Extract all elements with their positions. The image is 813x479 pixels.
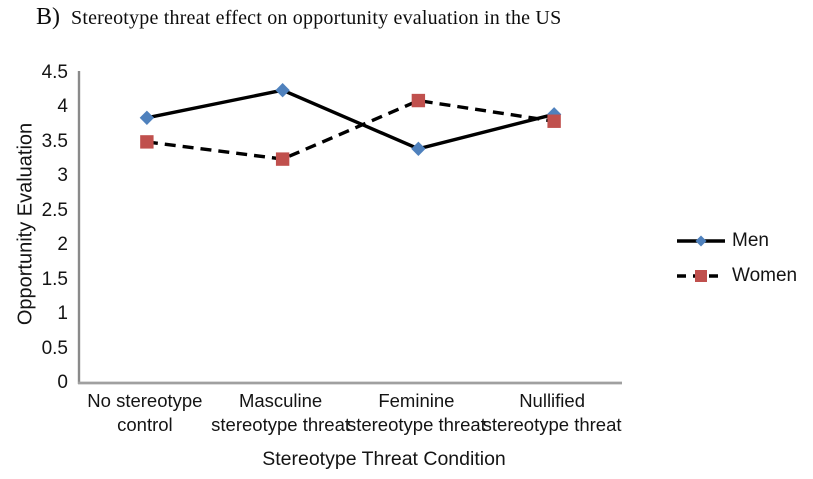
y-tick-label: 4 [57, 96, 68, 118]
y-axis-tick-labels: 0 0.5 1 1.5 2 2.5 3 3.5 4 4.5 [0, 0, 68, 479]
legend: Men Women [676, 227, 797, 297]
y-tick-label: 2.5 [41, 199, 68, 221]
y-tick-label: 2 [57, 234, 68, 256]
y-tick-label: 0 [57, 372, 68, 393]
y-tick-label: 3.5 [41, 130, 68, 152]
legend-key-dashed-line [677, 270, 725, 282]
legend-label: Men [732, 230, 769, 251]
square-marker-women [411, 93, 426, 108]
y-tick-label: 3 [57, 165, 68, 187]
diamond-marker-men [139, 110, 155, 125]
diamond-icon [695, 235, 707, 247]
diamond-marker-men [411, 141, 426, 156]
y-tick-label: 4.5 [41, 62, 68, 83]
diamond-marker-men [275, 83, 290, 98]
legend-label: Women [732, 265, 798, 286]
x-category-label: Masculine stereotype threat [211, 390, 351, 435]
legend-item-men: Men [676, 227, 797, 255]
y-tick-label: 1.5 [41, 268, 68, 290]
legend-item-women: Women [676, 262, 797, 290]
square-icon [695, 270, 707, 282]
legend-key-solid-line [677, 235, 725, 247]
series-line-men [146, 88, 555, 151]
figure-title: B) Stereotype threat effect on opportunit… [36, 2, 561, 35]
x-category-label: Nullified stereotype threat [482, 390, 622, 435]
square-marker-women [547, 114, 561, 128]
square-marker-women [140, 135, 154, 149]
figure-title-prefix: B) [36, 4, 60, 30]
y-tick-label: 0.5 [41, 337, 68, 359]
x-category-label: No stereotype control [87, 390, 203, 435]
figure-title-text: Stereotype threat effect on opportunity … [71, 7, 562, 29]
x-category-label: Feminine stereotype threat [346, 390, 486, 435]
square-marker-women [275, 152, 290, 166]
x-axis-title: Stereotype Threat Condition [262, 448, 506, 470]
y-tick-label: 1 [57, 303, 68, 325]
